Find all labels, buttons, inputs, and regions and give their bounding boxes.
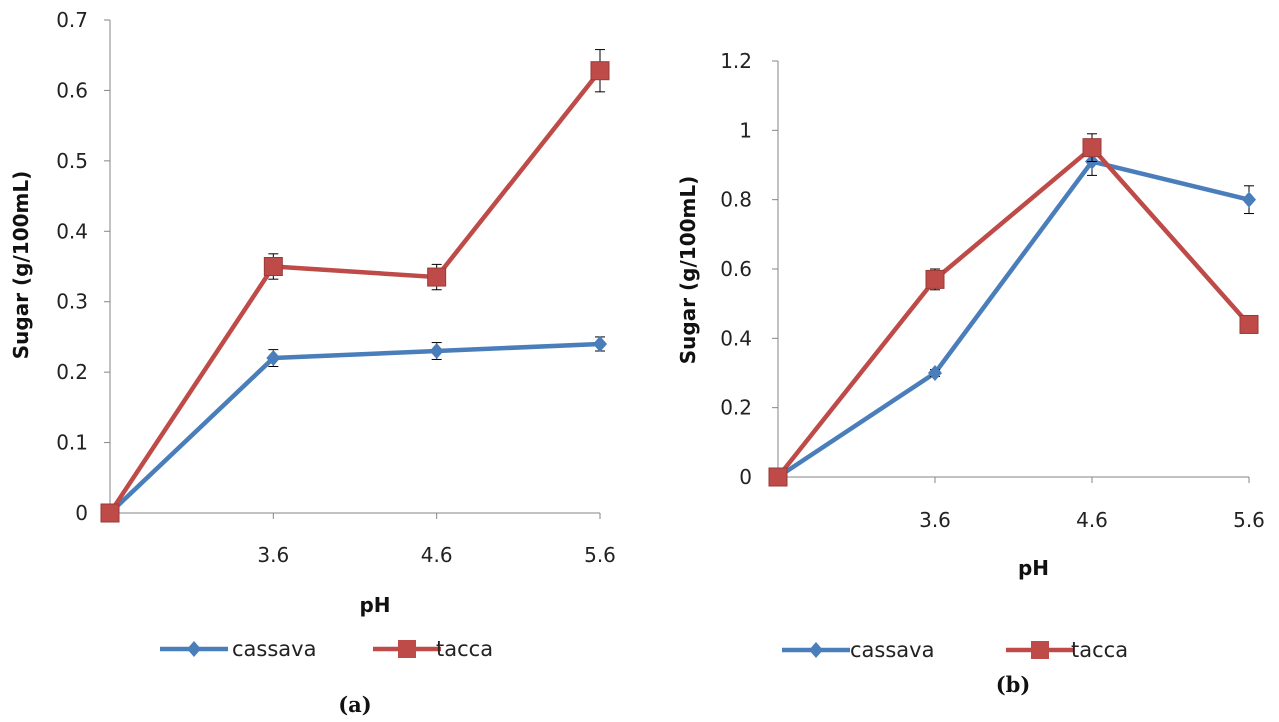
y-tick-label: 0 xyxy=(75,501,88,525)
legend-marker xyxy=(187,641,201,657)
y-tick-label: 0 xyxy=(739,465,752,489)
y-tick-label: 1 xyxy=(739,118,752,142)
data-point-tacca xyxy=(590,61,610,81)
x-tick-label: 3.6 xyxy=(257,543,289,567)
x-tick-label: 5.6 xyxy=(1233,508,1265,532)
y-tick-label: 0.2 xyxy=(720,396,752,420)
legend-label-tacca: tacca xyxy=(1071,638,1128,662)
data-point-tacca xyxy=(925,269,945,289)
chart-caption: (a) xyxy=(338,692,371,717)
chart-caption: (b) xyxy=(996,672,1031,697)
series-tacca xyxy=(100,49,610,523)
x-tick-label: 5.6 xyxy=(584,543,616,567)
y-axis-title: Sugar (g/100mL) xyxy=(9,171,33,360)
y-axis-title: Sugar (g/100mL) xyxy=(676,176,700,365)
data-point-tacca xyxy=(1239,314,1259,334)
data-point-tacca xyxy=(768,467,788,487)
data-point-cassava xyxy=(593,335,607,352)
y-tick-label: 0.4 xyxy=(720,326,752,350)
data-point-tacca xyxy=(100,503,120,523)
legend-entry-cassava: cassava xyxy=(160,637,316,661)
data-point-tacca xyxy=(263,257,283,276)
data-point-cassava xyxy=(429,343,444,360)
series-cassava xyxy=(771,147,1256,485)
x-tick-label: 4.6 xyxy=(421,543,453,567)
legend-marker xyxy=(398,640,416,658)
legend-marker xyxy=(809,642,823,658)
series-line-tacca xyxy=(108,69,602,515)
y-tick-label: 0.1 xyxy=(56,431,88,455)
x-axis-title: pH xyxy=(359,593,390,617)
x-tick-label: 4.6 xyxy=(1076,508,1108,532)
y-tick-label: 0.3 xyxy=(56,290,88,314)
y-tick-label: 0.6 xyxy=(56,78,88,102)
data-point-cassava xyxy=(1242,191,1256,208)
legend-label-cassava: cassava xyxy=(232,637,316,661)
legend-label-cassava: cassava xyxy=(850,638,934,662)
data-point-cassava xyxy=(266,350,281,367)
y-tick-label: 0.7 xyxy=(56,8,88,32)
series-line-cassava xyxy=(776,159,1250,479)
series-tacca xyxy=(768,133,1259,487)
legend-label-tacca: tacca xyxy=(436,637,493,661)
y-tick-label: 1.2 xyxy=(720,49,752,73)
data-point-tacca xyxy=(1082,138,1102,158)
data-point-tacca xyxy=(427,267,447,287)
x-tick-label: 3.6 xyxy=(919,508,951,532)
chart-a: 0 0.1 0.2 0.3 0.4 0.5 0.6 0.7 3.6 4.6 5.6 pH Sugar (… xyxy=(9,8,616,717)
legend-marker xyxy=(1031,641,1049,659)
chart-b: 0 0.2 0.4 0.6 0.8 1 1.2 3.6 4.6 5.6 pH Sugar (g/100… xyxy=(676,49,1265,697)
legend-entry-tacca: tacca xyxy=(373,637,493,661)
y-tick-label: 0.6 xyxy=(720,257,752,281)
y-tick-label: 0.8 xyxy=(720,188,752,212)
legend-entry-tacca: tacca xyxy=(1006,638,1128,662)
data-point-cassava xyxy=(928,365,942,381)
y-tick-label: 0.4 xyxy=(56,219,88,243)
x-axis-title: pH xyxy=(1018,556,1049,580)
y-tick-label: 0.2 xyxy=(56,360,88,384)
y-tick-label: 0.5 xyxy=(56,149,88,173)
series-cassava xyxy=(103,335,607,521)
series-line-tacca xyxy=(776,145,1251,479)
legend-entry-cassava: cassava xyxy=(782,638,934,662)
series-line-cassava xyxy=(108,341,601,515)
